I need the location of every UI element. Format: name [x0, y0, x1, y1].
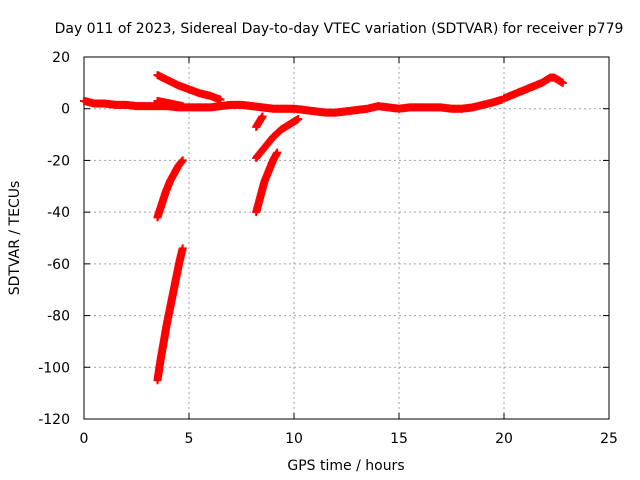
y-tick-label: -100: [38, 360, 70, 376]
axis-ticks: [83, 56, 610, 420]
y-axis-tick-labels: 20 0 -20 -40 -60 -80 -100 -120: [38, 50, 70, 428]
x-tick-label: 5: [185, 431, 194, 447]
chart-title: Day 011 of 2023, Sidereal Day-to-day VTE…: [55, 21, 624, 37]
data-point: [258, 112, 267, 121]
series-late-rise: [500, 73, 567, 103]
plot-frame: [83, 56, 610, 420]
x-axis-label: GPS time / hours: [287, 458, 404, 474]
series-drop-d: [252, 115, 303, 162]
x-tick-label: 15: [390, 431, 408, 447]
data-point: [178, 156, 187, 165]
x-axis-tick-labels: 0 5 10 15 20 25: [80, 431, 618, 447]
y-axis-label: SDTVAR / TECUs: [7, 181, 23, 296]
series-drop-a: [153, 156, 187, 222]
series-main-track: [80, 95, 506, 117]
data-point: [273, 148, 282, 157]
y-tick-label: -80: [47, 309, 70, 325]
data-point: [178, 102, 187, 111]
x-tick-label: 0: [80, 431, 89, 447]
data-point: [178, 244, 187, 253]
y-tick-label: -20: [47, 153, 70, 169]
y-tick-label: 20: [52, 50, 70, 66]
data-point: [558, 78, 567, 87]
x-tick-label: 25: [600, 431, 618, 447]
series-arc-minor: [153, 96, 187, 111]
x-tick-label: 20: [495, 431, 513, 447]
series-drop-e: [252, 112, 267, 131]
y-tick-label: -120: [38, 412, 70, 428]
data-points: [80, 71, 567, 385]
data-point: [294, 115, 303, 124]
data-point: [216, 95, 225, 104]
series-arc-upper: [153, 71, 225, 104]
series-drop-b: [153, 244, 187, 385]
y-tick-label: -60: [47, 257, 70, 273]
grid: [84, 57, 609, 419]
y-tick-label: 0: [61, 102, 70, 118]
series-drop-c: [252, 148, 282, 217]
x-tick-label: 10: [285, 431, 303, 447]
y-tick-label: -40: [47, 205, 70, 221]
